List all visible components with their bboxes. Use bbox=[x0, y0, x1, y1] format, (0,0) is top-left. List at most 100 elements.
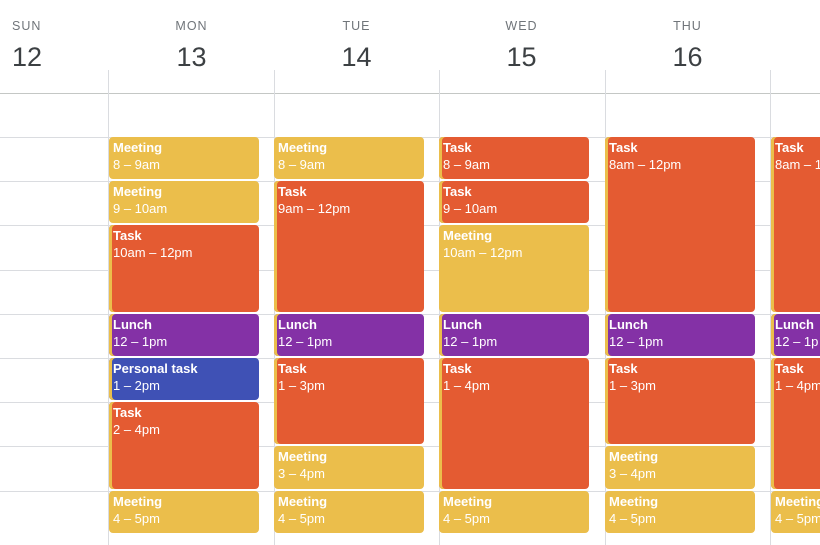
event-title: Task bbox=[443, 361, 472, 376]
event-time: 12 – 1pm bbox=[113, 333, 168, 349]
event-time: 9am – 12pm bbox=[278, 200, 351, 216]
header-divider bbox=[0, 93, 820, 94]
event-title: Task bbox=[443, 184, 472, 199]
event-time: 8 – 9am bbox=[278, 156, 325, 172]
event-task[interactable]: Task 1 – 3pm bbox=[274, 358, 424, 444]
event-title: Meeting bbox=[278, 140, 328, 155]
event-time: 9 – 10am bbox=[113, 200, 168, 216]
event-meeting[interactable]: Meeting 3 – 4pm bbox=[605, 446, 755, 489]
event-title: Task bbox=[609, 140, 638, 155]
event-title: Meeting bbox=[113, 184, 163, 199]
event-title: Task bbox=[113, 228, 142, 243]
event-time: 10am – 12pm bbox=[113, 244, 193, 260]
event-title: Task bbox=[278, 361, 307, 376]
event-task[interactable]: Task 9am – 12pm bbox=[274, 181, 424, 312]
day-number[interactable]: 12 bbox=[12, 42, 43, 72]
event-meeting[interactable]: Meeting 4 – 5pm bbox=[439, 491, 589, 533]
event-lunch[interactable]: Lunch 12 – 1p bbox=[771, 314, 820, 356]
event-task[interactable]: Task 8am – 1 bbox=[771, 137, 820, 312]
event-title: Meeting bbox=[775, 494, 820, 509]
event-time: 12 – 1pm bbox=[609, 333, 664, 349]
event-title: Meeting bbox=[443, 228, 493, 243]
day-of-week-label: THU bbox=[673, 19, 702, 33]
event-time: 8 – 9am bbox=[443, 156, 490, 172]
event-time: 4 – 5pm bbox=[775, 510, 820, 526]
event-time: 12 – 1pm bbox=[443, 333, 498, 349]
event-lunch[interactable]: Lunch 12 – 1pm bbox=[274, 314, 424, 356]
event-time: 4 – 5pm bbox=[443, 510, 490, 526]
event-time: 3 – 4pm bbox=[278, 465, 325, 481]
event-meeting[interactable]: Meeting 9 – 10am bbox=[109, 181, 259, 223]
event-time: 12 – 1pm bbox=[278, 333, 333, 349]
event-title: Lunch bbox=[775, 317, 814, 332]
event-title: Task bbox=[775, 361, 804, 376]
event-meeting[interactable]: Meeting 10am – 12pm bbox=[439, 225, 589, 312]
event-lunch[interactable]: Lunch 12 – 1pm bbox=[439, 314, 589, 356]
day-column-divider bbox=[108, 70, 109, 545]
event-meeting[interactable]: Meeting 8 – 9am bbox=[274, 137, 424, 179]
event-title: Task bbox=[278, 184, 307, 199]
event-title: Meeting bbox=[113, 140, 163, 155]
event-personal-task[interactable]: Personal task 1 – 2pm bbox=[109, 358, 259, 400]
event-title: Personal task bbox=[113, 361, 198, 376]
event-time: 2 – 4pm bbox=[113, 421, 160, 437]
day-number[interactable]: 15 bbox=[506, 42, 537, 72]
event-task[interactable]: Task 1 – 4pm bbox=[771, 358, 820, 489]
day-header-wed[interactable]: WED 15 bbox=[439, 0, 604, 94]
event-title: Meeting bbox=[278, 449, 328, 464]
event-time: 8am – 12pm bbox=[609, 156, 682, 172]
event-title: Task bbox=[775, 140, 804, 155]
event-title: Lunch bbox=[609, 317, 648, 332]
event-time: 10am – 12pm bbox=[443, 244, 523, 260]
day-number[interactable]: 16 bbox=[672, 42, 703, 72]
day-header-tue[interactable]: TUE 14 bbox=[274, 0, 439, 94]
event-meeting[interactable]: Meeting 8 – 9am bbox=[109, 137, 259, 179]
event-title: Lunch bbox=[113, 317, 152, 332]
event-time: 1 – 4pm bbox=[775, 377, 820, 393]
day-header-sun[interactable]: SUN 12 bbox=[0, 0, 165, 94]
day-of-week-label: SUN bbox=[12, 19, 42, 33]
event-time: 9 – 10am bbox=[443, 200, 498, 216]
event-task[interactable]: Task 8 – 9am bbox=[439, 137, 589, 179]
event-time: 4 – 5pm bbox=[113, 510, 160, 526]
event-time: 12 – 1p bbox=[775, 333, 819, 349]
event-title: Task bbox=[113, 405, 142, 420]
day-column-divider bbox=[770, 70, 771, 545]
event-task[interactable]: Task 1 – 4pm bbox=[439, 358, 589, 489]
event-meeting[interactable]: Meeting 3 – 4pm bbox=[274, 446, 424, 489]
event-title: Task bbox=[609, 361, 638, 376]
event-task[interactable]: Task 1 – 3pm bbox=[605, 358, 755, 444]
event-task[interactable]: Task 8am – 12pm bbox=[605, 137, 755, 312]
event-time: 1 – 3pm bbox=[609, 377, 656, 393]
event-meeting[interactable]: Meeting 4 – 5pm bbox=[274, 491, 424, 533]
event-time: 4 – 5pm bbox=[278, 510, 325, 526]
event-meeting[interactable]: Meeting 4 – 5pm bbox=[771, 491, 820, 533]
event-time: 1 – 2pm bbox=[113, 377, 160, 393]
day-number[interactable]: 14 bbox=[341, 42, 372, 72]
day-of-week-label: WED bbox=[505, 19, 538, 33]
event-time: 1 – 3pm bbox=[278, 377, 325, 393]
event-lunch[interactable]: Lunch 12 – 1pm bbox=[605, 314, 755, 356]
day-of-week-label: MON bbox=[175, 19, 208, 33]
event-meeting[interactable]: Meeting 4 – 5pm bbox=[109, 491, 259, 533]
event-title: Meeting bbox=[609, 449, 659, 464]
event-time: 8 – 9am bbox=[113, 156, 160, 172]
event-title: Meeting bbox=[609, 494, 659, 509]
event-meeting[interactable]: Meeting 4 – 5pm bbox=[605, 491, 755, 533]
day-of-week-label: TUE bbox=[342, 19, 371, 33]
event-task[interactable]: Task 9 – 10am bbox=[439, 181, 589, 223]
event-lunch[interactable]: Lunch 12 – 1pm bbox=[109, 314, 259, 356]
event-title: Meeting bbox=[278, 494, 328, 509]
event-title: Meeting bbox=[443, 494, 493, 509]
day-header-thu[interactable]: THU 16 bbox=[605, 0, 770, 94]
event-time: 1 – 4pm bbox=[443, 377, 490, 393]
event-title: Meeting bbox=[113, 494, 163, 509]
event-title: Task bbox=[443, 140, 472, 155]
event-task[interactable]: Task 2 – 4pm bbox=[109, 402, 259, 489]
event-title: Lunch bbox=[443, 317, 482, 332]
day-header-mon[interactable]: MON 13 bbox=[109, 0, 274, 94]
event-time: 4 – 5pm bbox=[609, 510, 656, 526]
event-task[interactable]: Task 10am – 12pm bbox=[109, 225, 259, 312]
day-number[interactable]: 13 bbox=[176, 42, 207, 72]
